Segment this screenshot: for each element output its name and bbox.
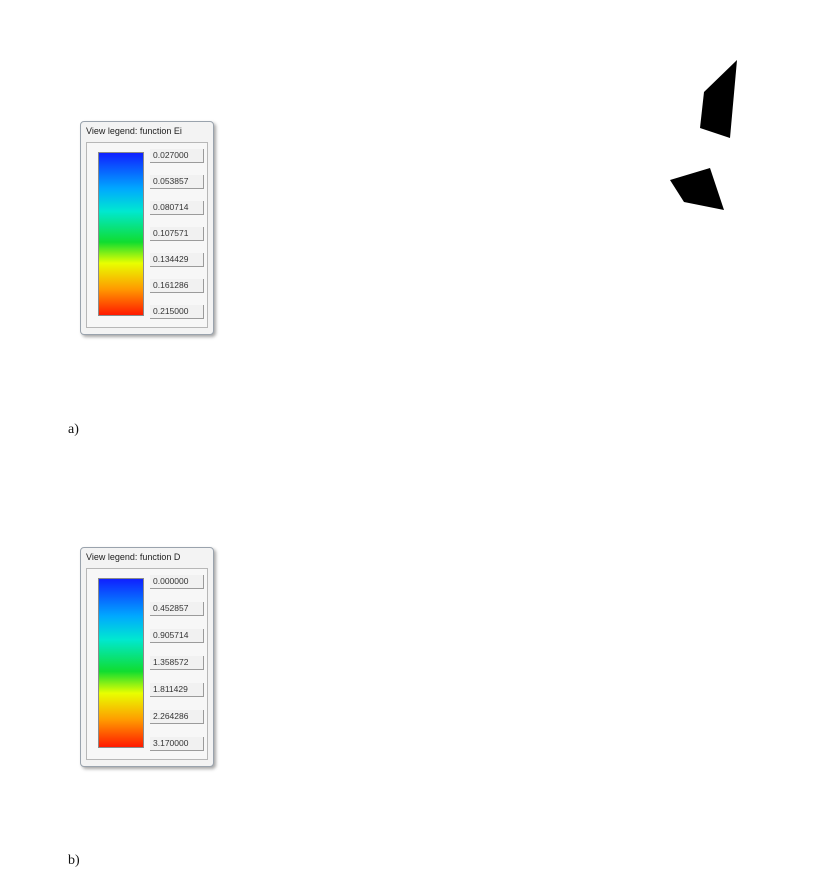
- legend-value: 1.811429: [150, 683, 204, 697]
- legend-value: 0.080714: [150, 201, 204, 215]
- void-region: [670, 168, 724, 210]
- legend-value: 0.027000: [150, 149, 204, 163]
- legend-panel-a: 0.027000 0.053857 0.080714 0.107571 0.13…: [86, 142, 208, 328]
- legend-value: 1.358572: [150, 656, 204, 670]
- legend-window-b: View legend: function D 0.000000 0.45285…: [80, 547, 214, 767]
- mesh-plot-d: [232, 466, 762, 836]
- legend-value: 2.264286: [150, 710, 204, 724]
- color-scale-bar-a: [98, 152, 144, 316]
- caption-a: a): [68, 422, 79, 437]
- legend-window-a: View legend: function Ei 0.027000 0.0538…: [80, 121, 214, 335]
- mesh-cells-a: [670, 60, 737, 210]
- legend-title-a: View legend: function Ei: [86, 126, 182, 136]
- legend-title-b: View legend: function D: [86, 552, 181, 562]
- legend-value: 0.134429: [150, 253, 204, 267]
- legend-value: 0.053857: [150, 175, 204, 189]
- legend-value: 0.107571: [150, 227, 204, 241]
- legend-value: 0.161286: [150, 279, 204, 293]
- legend-panel-b: 0.000000 0.452857 0.905714 1.358572 1.81…: [86, 568, 208, 760]
- void-region: [700, 60, 737, 138]
- legend-value: 0.452857: [150, 602, 204, 616]
- mesh-plot-ei: [670, 60, 737, 210]
- legend-value: 0.215000: [150, 305, 204, 319]
- caption-b: b): [68, 853, 80, 868]
- legend-value: 3.170000: [150, 737, 204, 751]
- color-scale-bar-b: [98, 578, 144, 748]
- legend-value: 0.905714: [150, 629, 204, 643]
- legend-value: 0.000000: [150, 575, 204, 589]
